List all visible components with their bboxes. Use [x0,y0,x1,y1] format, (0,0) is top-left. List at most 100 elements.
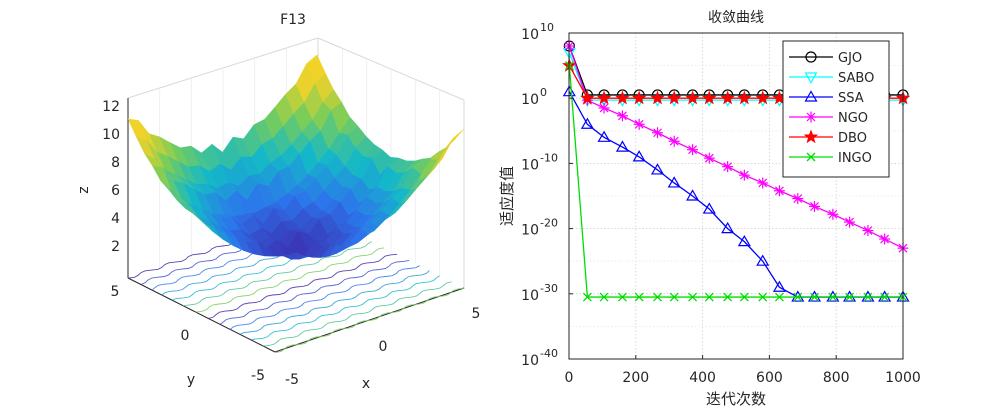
y-tick-base: 10 [521,288,539,304]
data-point [774,292,784,302]
y-tick-label: 10 10 [521,21,554,43]
x-axis-label: x [362,376,370,392]
data-point [861,290,875,302]
data-point [703,152,715,164]
x-tick-label: 0 [565,370,574,386]
legend-label: NGO [838,111,868,126]
data-point [631,90,647,105]
x-tick-label: 5 [472,306,481,322]
data-point [597,130,611,142]
contour-line [229,265,420,330]
data-point [668,135,680,147]
contour-line [250,275,440,341]
y-tick-base: 10 [521,353,539,369]
y-tick-base: 10 [521,27,539,43]
legend: GJO SABO SSA NGO DBO INGO [782,40,890,178]
z-axis-label: z [76,186,92,193]
data-point [845,292,855,302]
x-tick-label: -5 [285,372,299,388]
data-point [721,221,735,234]
data-point [879,233,891,245]
data-point [738,169,750,181]
data-point [805,51,817,63]
x-axis-label: 迭代次数 [706,390,766,408]
data-point [805,111,817,123]
data-point [632,150,646,162]
data-point [704,292,714,302]
data-point [737,90,752,105]
x-tick-labels: -5 0 5 [285,306,480,388]
data-point [758,292,768,302]
y-tick-label: 10 -30 [521,282,558,304]
y-tick-label: 10 -20 [521,217,558,239]
legend-label: SABO [838,71,874,86]
z-tick-label: 10 [102,127,120,143]
y-tick-exponent: -40 [540,347,558,360]
data-point [756,254,770,266]
legend-box [782,40,890,178]
data-point [650,90,665,105]
data-point [807,290,822,302]
legend-label: GJO [838,51,862,66]
data-point [804,72,818,84]
data-point [685,90,700,105]
data-point [863,292,873,302]
data-point [666,90,682,105]
data-point [634,292,644,302]
legend-item: GJO [789,51,862,66]
data-point [686,189,700,201]
data-point [596,90,612,105]
data-point [843,290,857,302]
y-tick-label: 10 0 [521,86,547,108]
data-point [720,90,735,105]
data-point [755,90,771,105]
x-axis-line [274,287,465,353]
data-point [633,118,645,130]
y-tick-exponent: 0 [540,86,547,99]
data-point [878,290,892,302]
x-tick-label: 600 [756,370,783,386]
legend-item: DBO [789,129,867,146]
contour-line [239,270,430,335]
series-line [568,65,903,298]
data-point [773,185,785,197]
y-tick-exponent: -10 [540,151,558,164]
data-point [844,216,856,228]
y-axis-label: y [187,372,195,388]
y-tick-label: 10 -40 [521,347,558,369]
data-point [616,110,628,122]
legend-label: DBO [838,131,867,146]
data-point [688,292,698,302]
contour-line [182,241,373,307]
z-tick-labels: 2 4 6 8 10 12 [102,99,120,255]
y-tick-base: 10 [521,223,539,239]
data-point [653,292,662,302]
y-tick-exponent: -20 [540,217,558,230]
z-tick-label: 12 [102,99,120,115]
contour-line [262,281,452,347]
data-point [652,127,664,139]
data-point [598,102,610,114]
x-tick-label: 400 [689,370,716,386]
surface-title: F13 [280,12,306,28]
data-point [615,140,629,152]
data-point [827,208,839,220]
data-point [862,225,874,237]
data-point [804,90,818,102]
legend-item: INGO [789,151,872,166]
data-point [880,292,890,302]
contour-line [275,287,465,353]
legend-label: SSA [838,91,864,106]
data-point [723,292,733,302]
data-point [828,292,838,302]
data-point [580,117,594,129]
y-tick-label: 10 -10 [521,151,558,173]
z-tick-label: 6 [111,183,120,199]
data-point [687,144,699,156]
data-point [701,90,717,105]
data-point [739,292,749,302]
data-point [702,202,716,214]
z-tick-label: 4 [111,211,120,227]
